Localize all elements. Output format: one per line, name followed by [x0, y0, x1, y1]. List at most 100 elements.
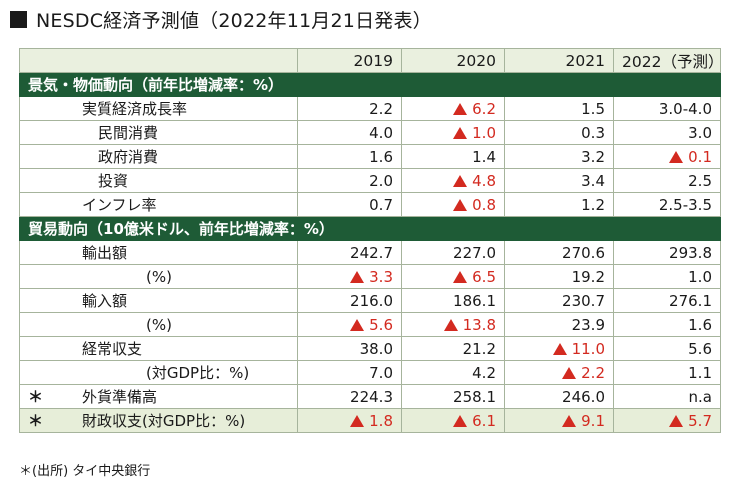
value-cell: 230.7 — [504, 288, 614, 313]
header-2020: 2020 — [401, 48, 505, 73]
value-cell: 0.3 — [504, 120, 614, 145]
value-cell: 3.0 — [613, 120, 721, 145]
cell-value: 186.1 — [453, 291, 496, 310]
table-row: ＊ 外貨準備高 224.3 258.1 246.0 n.a — [19, 384, 721, 409]
row-label: 政府消費 — [98, 148, 159, 166]
header-2021: 2021 — [504, 48, 614, 73]
cell-value: 230.7 — [562, 291, 605, 310]
value-cell: 6.5 — [401, 264, 505, 289]
value-cell: 0.1 — [613, 144, 721, 169]
row-label: (%) — [146, 315, 172, 334]
cell-value: 7.0 — [369, 363, 393, 382]
header-blank-cell — [19, 48, 298, 73]
title-row: NESDC経済予測値（2022年11月21日発表） — [10, 4, 432, 34]
cell-value: 0.3 — [581, 123, 605, 142]
cell-value: 4.8 — [472, 171, 496, 190]
row-label-cell: 経常収支 — [19, 336, 298, 361]
cell-value: 224.3 — [350, 387, 393, 406]
row-label-cell: インフレ率 — [19, 192, 298, 217]
source-note-mark — [28, 290, 82, 311]
source-note-mark — [28, 362, 146, 383]
source-note-mark: ＊ — [28, 388, 44, 406]
table-row: 民間消費 4.0 1.0 0.3 3.0 — [19, 120, 721, 145]
page-title: NESDC経済予測値（2022年11月21日発表） — [36, 9, 432, 32]
source-note-mark: ＊ — [28, 412, 44, 430]
value-cell: 38.0 — [297, 336, 402, 361]
table-row: (対GDP比：%) 7.0 4.2 2.2 1.1 — [19, 360, 721, 385]
value-cell: 2.2 — [504, 360, 614, 385]
cell-value: 293.8 — [669, 243, 712, 262]
cell-value: 1.5 — [581, 99, 605, 118]
cell-value: 2.2 — [581, 363, 605, 382]
section-header-row: 景気・物価動向（前年比増減率：%） — [19, 72, 721, 97]
row-label-cell: ＊ 財政収支(対GDP比：%) — [19, 408, 298, 433]
negative-triangle-icon — [453, 198, 468, 211]
value-cell: 1.6 — [613, 312, 721, 337]
row-label: 財政収支(対GDP比：%) — [82, 412, 246, 430]
row-label: 経常収支 — [82, 340, 143, 358]
table-header-row: 2019 2020 2021 2022（予測） — [19, 48, 721, 73]
cell-value: 21.2 — [462, 339, 496, 358]
value-cell: 1.1 — [613, 360, 721, 385]
cell-value: 5.6 — [369, 315, 393, 334]
cell-value: 6.2 — [472, 99, 496, 118]
cell-value: 11.0 — [571, 339, 605, 358]
value-cell: 276.1 — [613, 288, 721, 313]
row-label: 外貨準備高 — [82, 388, 158, 406]
value-cell: 186.1 — [401, 288, 505, 313]
value-cell: 4.0 — [297, 120, 402, 145]
table-row: インフレ率 0.7 0.8 1.2 2.5-3.5 — [19, 192, 721, 217]
value-cell: 1.0 — [613, 264, 721, 289]
cell-value: 2.2 — [369, 99, 393, 118]
source-note-mark — [28, 338, 82, 359]
value-cell: 13.8 — [401, 312, 505, 337]
negative-triangle-icon — [669, 150, 684, 163]
cell-value: 2.0 — [369, 171, 393, 190]
cell-value: 1.8 — [369, 411, 393, 430]
value-cell: 5.7 — [613, 408, 721, 433]
negative-triangle-icon — [453, 414, 468, 427]
cell-value: 246.0 — [562, 387, 605, 406]
row-label-cell: (%) — [19, 312, 298, 337]
section-title: 景気・物価動向（前年比増減率：%） — [19, 72, 721, 97]
cell-value: 4.2 — [472, 363, 496, 382]
source-note-mark — [28, 268, 146, 286]
section-title: 貿易動向（10億米ドル、前年比増減率：%） — [19, 216, 721, 241]
cell-value: 3.3 — [369, 267, 393, 286]
source-note-mark — [28, 122, 98, 143]
section-header-row: 貿易動向（10億米ドル、前年比増減率：%） — [19, 216, 721, 241]
value-cell: 293.8 — [613, 240, 721, 265]
cell-value: 5.6 — [688, 339, 712, 358]
source-note-mark — [28, 170, 98, 191]
cell-value: 38.0 — [359, 339, 393, 358]
cell-value: 0.7 — [369, 195, 393, 214]
cell-value: 1.4 — [472, 147, 496, 166]
negative-triangle-icon — [453, 126, 468, 139]
row-label-cell: 輸入額 — [19, 288, 298, 313]
source-note-mark — [28, 242, 82, 263]
source-note-mark — [28, 146, 98, 167]
value-cell: 2.5-3.5 — [613, 192, 721, 217]
row-label: (対GDP比：%) — [146, 364, 250, 382]
negative-triangle-icon — [552, 342, 567, 355]
cell-value: 23.9 — [571, 315, 605, 334]
cell-value: 276.1 — [669, 291, 712, 310]
negative-triangle-icon — [350, 414, 365, 427]
row-label-cell: 政府消費 — [19, 144, 298, 169]
cell-value: 19.2 — [571, 267, 605, 286]
value-cell: 11.0 — [504, 336, 614, 361]
cell-value: 1.6 — [369, 147, 393, 166]
negative-triangle-icon — [562, 414, 577, 427]
row-label: 輸出額 — [82, 244, 128, 262]
table-row: 政府消費 1.6 1.4 3.2 0.1 — [19, 144, 721, 169]
source-note-mark — [28, 316, 146, 334]
cell-value: 3.2 — [581, 147, 605, 166]
table-row: 経常収支 38.0 21.2 11.0 5.6 — [19, 336, 721, 361]
value-cell: 1.0 — [401, 120, 505, 145]
source-note-mark — [28, 194, 82, 215]
value-cell: 246.0 — [504, 384, 614, 409]
cell-value: 3.0 — [688, 123, 712, 142]
negative-triangle-icon — [453, 102, 468, 115]
value-cell: 1.5 — [504, 96, 614, 121]
value-cell: 216.0 — [297, 288, 402, 313]
